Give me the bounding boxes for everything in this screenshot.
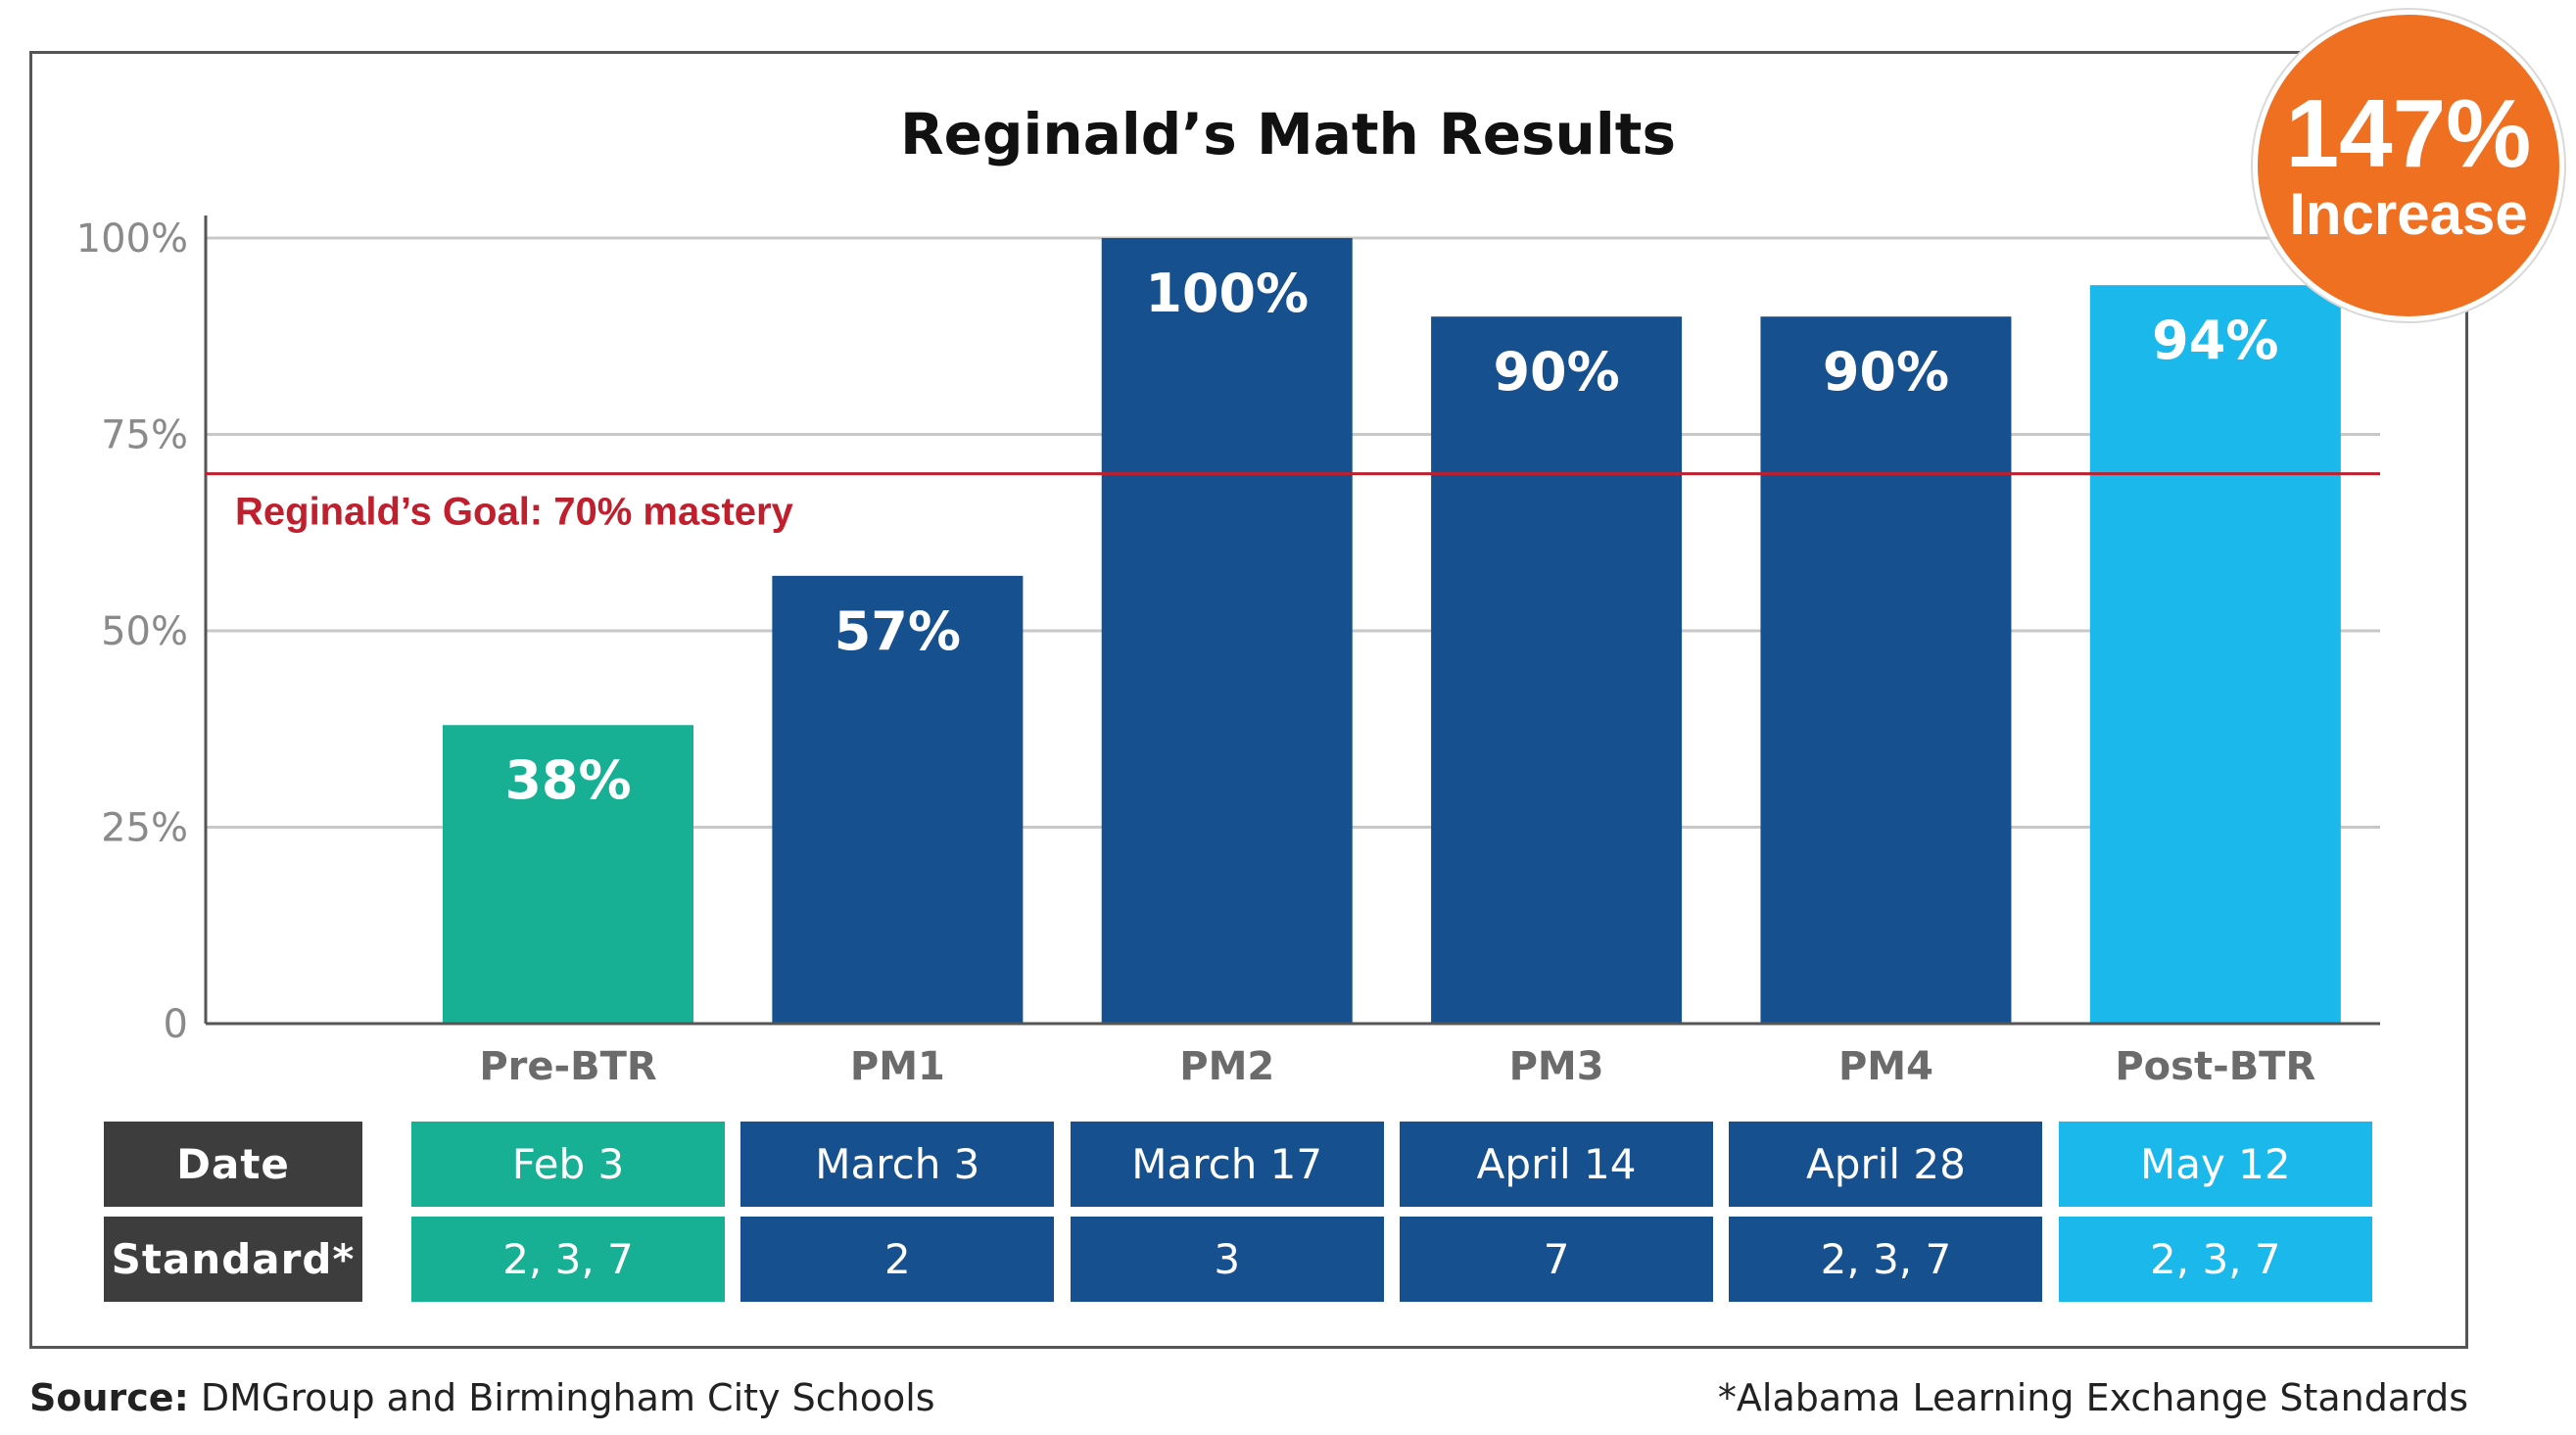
standard-cell: 2, 3, 7 [411,1217,725,1302]
row-header: Standard* [104,1217,362,1302]
y-tick-label: 25% [101,806,188,851]
data-label: 100% [1145,263,1309,324]
standard-cell: 2 [740,1217,1055,1302]
data-label: 90% [1823,341,1949,403]
x-tick-label: PM4 [1838,1044,1933,1089]
badge-label: Increase [2289,181,2528,247]
badge-value: 147% [2285,79,2532,187]
data-label: 38% [504,749,631,811]
data-label: 94% [2152,310,2278,371]
source-note: Source: DMGroup and Birmingham City Scho… [29,1376,935,1419]
date-cell: Feb 3 [411,1122,725,1207]
bar [1760,316,2012,1024]
y-tick-label: 50% [101,609,188,654]
increase-badge: 147% Increase [2253,10,2564,321]
date-cell: April 14 [1400,1122,1714,1207]
y-tick-label: 0 [164,1002,188,1047]
chart-title: Reginald’s Math Results [900,101,1676,167]
data-label: 57% [835,600,961,662]
date-cell: April 28 [1729,1122,2043,1207]
data-label: 90% [1493,341,1619,403]
y-tick-label: 100% [76,216,188,262]
date-cell: March 17 [1070,1122,1384,1207]
standard-cell: 3 [1070,1217,1384,1302]
source-label: Source: [29,1376,189,1419]
goal-label: Reginald’s Goal: 70% mastery [235,491,794,534]
row-header: Date [104,1122,362,1207]
bar [443,725,693,1024]
date-cell: May 12 [2058,1122,2372,1207]
bar [1101,238,1353,1024]
date-cell: March 3 [740,1122,1055,1207]
x-tick-label: PM2 [1179,1044,1274,1089]
standard-cell: 7 [1400,1217,1714,1302]
standards-footnote: *Alabama Learning Exchange Standards [1717,1376,2468,1419]
standard-cell: 2, 3, 7 [2058,1217,2372,1302]
bar [2089,285,2341,1024]
y-tick-label: 75% [101,413,188,458]
x-tick-label: Pre-BTR [479,1044,656,1089]
x-tick-label: PM1 [850,1044,945,1089]
source-text: DMGroup and Birmingham City Schools [188,1376,935,1419]
standard-cell: 2, 3, 7 [1729,1217,2043,1302]
x-tick-label: Post-BTR [2115,1044,2315,1089]
x-tick-label: PM3 [1509,1044,1604,1089]
bar [772,575,1024,1024]
bar [1431,316,1683,1024]
